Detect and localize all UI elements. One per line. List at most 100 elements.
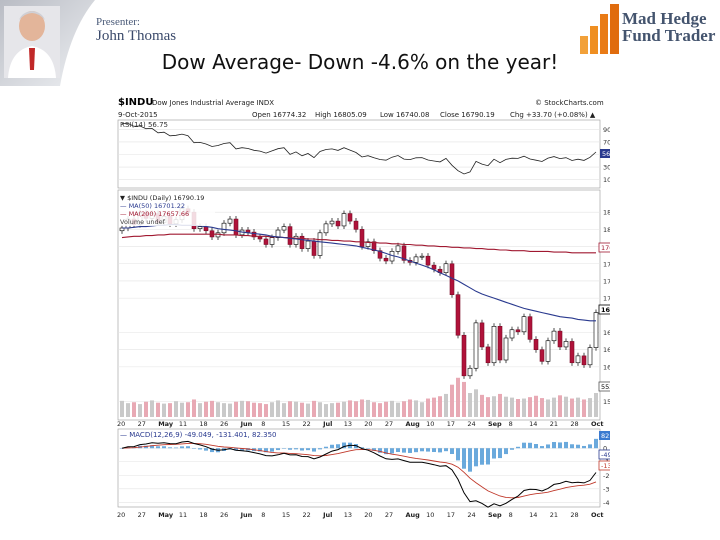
macd-histogram-bar <box>276 448 280 451</box>
volume-bar <box>312 400 316 417</box>
volume-bar <box>186 402 190 417</box>
volume-bar <box>300 402 304 417</box>
volume-bar <box>210 400 214 417</box>
volume-bar <box>450 384 454 417</box>
candle-body <box>527 316 533 340</box>
x-axis-label: Sep <box>488 420 502 428</box>
chart-open: Open 16774.32 <box>252 111 306 119</box>
candle-body <box>245 229 251 233</box>
price-tick-label: 17500 <box>603 260 610 268</box>
macd-histogram-bar <box>270 448 274 452</box>
macd-histogram-bar <box>456 448 460 461</box>
x-axis-label: Sep <box>488 511 502 519</box>
x-axis-label: Jun <box>240 420 253 428</box>
volume-bar <box>270 402 274 417</box>
macd-histogram-bar <box>546 444 550 449</box>
x-axis-label: 8 <box>509 420 513 428</box>
macd-histogram-bar <box>474 448 478 467</box>
macd-histogram-bar <box>402 448 406 453</box>
volume-bar <box>174 401 178 417</box>
price-tick-label: 16250 <box>603 346 610 354</box>
macd-histogram-bar <box>420 448 424 452</box>
x-axis-label: Jul <box>322 420 332 428</box>
macd-series <box>120 438 598 508</box>
volume-bar <box>444 393 448 417</box>
candle-body <box>593 312 599 348</box>
legend-price: ▼ $INDU (Daily) 16790.19 <box>120 194 204 202</box>
volume-bar <box>156 402 160 417</box>
macd-histogram-bar <box>306 448 310 451</box>
candle-body <box>563 341 569 348</box>
legend-ma200: — MA(200) 17657.66 <box>120 210 189 218</box>
macd-histogram-bar <box>258 448 262 452</box>
x-axis-label: 27 <box>385 420 393 428</box>
volume-bar <box>348 400 352 417</box>
macd-histogram-bar <box>480 448 484 465</box>
x-axis-label: 20 <box>364 511 372 519</box>
volume-bar <box>492 396 496 417</box>
x-axis-label: 18 <box>199 511 207 519</box>
moving-averages <box>121 224 596 322</box>
presenter-photo <box>4 6 60 78</box>
volume-bar <box>570 398 574 417</box>
macd-histogram-bar <box>144 445 148 449</box>
volume-bar <box>462 381 466 417</box>
macd-histogram-bar <box>162 446 166 449</box>
candle-body <box>293 235 299 245</box>
candle-body <box>383 257 389 262</box>
candle-body <box>413 256 419 263</box>
volume-bar <box>216 402 220 417</box>
macd-histogram-bar <box>150 445 154 449</box>
x-axis-label: Aug <box>406 511 421 519</box>
macd-histogram-bar <box>564 441 568 449</box>
slide-title: Dow Average- Down -4.6% on the year! <box>161 50 559 74</box>
macd-histogram-bar <box>324 446 328 449</box>
volume-bar <box>522 398 526 417</box>
macd-histogram-bar <box>528 442 532 449</box>
volume-bar <box>402 401 406 417</box>
rsi-label: RSI(14) 56.75 <box>120 121 168 129</box>
volume-bar <box>594 393 598 417</box>
price-tick-label: 17000 <box>603 295 610 303</box>
volume-bar <box>396 402 400 417</box>
volume-bar <box>222 403 226 417</box>
volume-bar <box>498 393 502 417</box>
macd-histogram-bar <box>168 447 172 449</box>
x-axis-label: 24 <box>467 420 475 428</box>
macd-histogram-bar <box>366 448 370 449</box>
candle-body <box>299 235 305 249</box>
candle-body <box>275 229 281 238</box>
x-axis-label: 27 <box>138 511 146 519</box>
macd-histogram-bar <box>444 448 448 452</box>
volume-bar <box>366 399 370 417</box>
candle-body <box>395 245 401 252</box>
x-axis-label: 27 <box>385 511 393 519</box>
candle-body <box>545 340 551 362</box>
volume-bar <box>336 402 340 417</box>
x-axis-label: Aug <box>406 420 421 428</box>
volume-bar <box>528 397 532 417</box>
x-axis-label: Jun <box>240 511 253 519</box>
x-axis-label: May <box>158 511 174 519</box>
ma200-last-box <box>598 242 610 253</box>
x-axis-label: 20 <box>364 420 372 428</box>
macd-histogram-bar <box>552 442 556 449</box>
volume-bar <box>552 397 556 417</box>
candle-body <box>491 326 497 364</box>
x-axis-label: 13 <box>344 511 352 519</box>
candle-body <box>197 226 203 229</box>
x-axis-label: 22 <box>302 420 310 428</box>
x-axis-label: 27 <box>138 420 146 428</box>
candle-body <box>581 355 587 366</box>
volume-bar <box>516 399 520 417</box>
macd-histogram-bar <box>330 444 334 449</box>
volume-bar <box>576 397 580 417</box>
x-axis-label: 17 <box>447 511 455 519</box>
macd-histogram-bar <box>360 447 364 449</box>
x-axis-label: 11 <box>179 420 187 428</box>
macd-histogram-bar <box>504 448 508 455</box>
presenter-name: John Thomas <box>96 28 177 44</box>
x-axis-label: 15 <box>282 420 290 428</box>
volume-bar <box>354 401 358 417</box>
volume-bar <box>408 399 412 417</box>
